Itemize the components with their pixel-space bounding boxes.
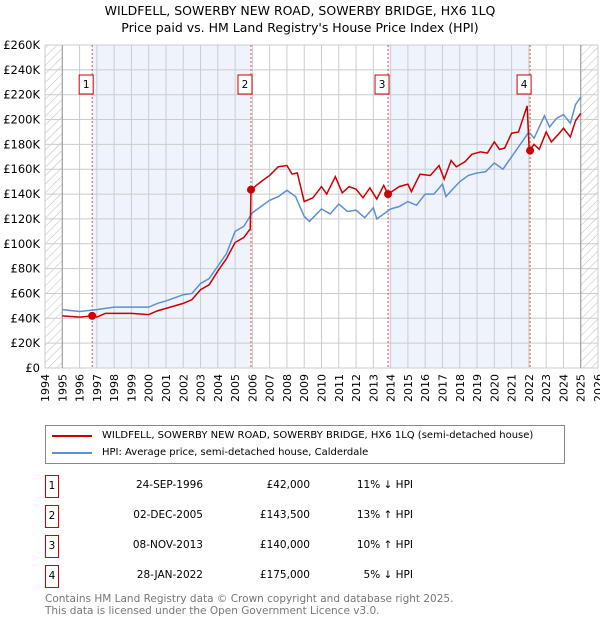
x-tick-label: 2022 — [523, 374, 536, 402]
price-chart: £0 £20K £40K £60K £80K £100K £120K £140K £160K £1… — [3, 38, 600, 402]
sale-date: 24-SEP-1996 — [135, 479, 203, 491]
y-tick-label: £100K — [3, 237, 40, 251]
hatched-region — [45, 45, 63, 368]
sale-point — [246, 185, 255, 194]
sale-price: £42,000 — [266, 479, 310, 491]
x-tick-label: 2016 — [419, 374, 432, 402]
sale-number: 1 — [45, 475, 59, 498]
x-tick-label: 2001 — [160, 374, 173, 402]
series-line-property — [62, 105, 582, 318]
sale-number: 2 — [45, 505, 59, 528]
sale-label-box — [516, 74, 532, 95]
x-tick-label: 2024 — [557, 374, 570, 402]
legend-item-hpi: HPI: Average price, semi-detached house,… — [46, 444, 368, 461]
sale-date: 08-NOV-2013 — [132, 539, 203, 551]
footer-line: Contains HM Land Registry data © Crown c… — [45, 593, 454, 605]
x-tick-label: 2023 — [540, 374, 553, 402]
x-tick-label: 2008 — [281, 374, 294, 402]
hatched-region — [580, 45, 598, 368]
x-tick-label: 1998 — [108, 374, 121, 402]
legend: WILDFELL, SOWERBY NEW ROAD, SOWERBY BRID… — [45, 425, 565, 464]
footer: Contains HM Land Registry data © Crown c… — [45, 593, 453, 617]
y-tick-label: £200K — [3, 113, 40, 127]
y-tick-label: £60K — [11, 286, 41, 300]
x-tick-label: 2018 — [454, 374, 467, 402]
sale-point — [384, 190, 393, 199]
y-tick-label: £160K — [3, 162, 40, 176]
sale-hpi-diff: 11% ↓ HPI — [356, 479, 413, 491]
x-tick-label: 2012 — [350, 374, 363, 402]
sale-point — [526, 146, 535, 155]
sale-price: £175,000 — [259, 569, 310, 581]
chart-title: WILDFELL, SOWERBY NEW ROAD, SOWERBY BRID… — [104, 3, 496, 18]
sale-label-box — [374, 74, 390, 95]
y-tick-label: £80K — [11, 262, 41, 276]
x-tick-label: 2000 — [143, 374, 156, 402]
sale-date: 28-JAN-2022 — [136, 569, 203, 581]
sale-number: 4 — [45, 565, 59, 588]
x-tick-label: 2015 — [402, 374, 415, 402]
y-tick-label: £220K — [3, 88, 40, 102]
x-tick-label: 2017 — [436, 374, 449, 402]
sale-label: 1 — [83, 79, 90, 91]
x-tick-label: 1996 — [74, 374, 87, 402]
sale-label-box — [237, 74, 253, 95]
x-tick-label: 1997 — [91, 374, 104, 402]
sale-label-box — [78, 74, 94, 95]
y-tick-label: £260K — [3, 38, 40, 52]
x-tick-label: 1999 — [125, 374, 138, 402]
shaded-band — [388, 45, 531, 368]
x-tick-label: 2011 — [333, 374, 346, 402]
sale-label: 4 — [521, 79, 528, 91]
legend-swatch — [52, 434, 92, 437]
y-tick-label: £20K — [11, 336, 41, 350]
sale-price: £143,500 — [259, 509, 310, 521]
sale-label: 3 — [379, 79, 386, 91]
x-tick-label: 2003 — [195, 374, 208, 402]
x-tick-label: 2006 — [246, 374, 259, 402]
sale-date: 02-DEC-2005 — [133, 509, 203, 521]
sale-hpi-diff: 13% ↑ HPI — [356, 509, 413, 521]
sale-label: 2 — [242, 79, 249, 91]
x-tick-label: 1994 — [39, 374, 52, 402]
legend-label: HPI: Average price, semi-detached house,… — [102, 447, 369, 458]
y-tick-label: £180K — [3, 137, 40, 151]
x-tick-label: 2019 — [471, 374, 484, 402]
y-tick-label: £240K — [3, 63, 40, 77]
y-tick-label: £140K — [3, 187, 40, 201]
footer-line: This data is licensed under the Open Gov… — [45, 605, 380, 617]
y-tick-label: £120K — [3, 212, 40, 226]
legend-swatch — [52, 451, 92, 454]
sale-hpi-diff: 5% ↓ HPI — [363, 569, 413, 581]
legend-item-property: WILDFELL, SOWERBY NEW ROAD, SOWERBY BRID… — [46, 427, 533, 444]
y-tick-label: £0 — [25, 361, 40, 375]
x-tick-label: 1995 — [56, 374, 69, 402]
series-line-hpi — [62, 96, 582, 313]
x-tick-label: 2026 — [592, 374, 600, 402]
x-tick-label: 2014 — [385, 374, 398, 402]
x-tick-label: 2009 — [298, 374, 311, 402]
x-tick-label: 2007 — [264, 374, 277, 402]
x-tick-label: 2005 — [229, 374, 242, 402]
sale-number: 3 — [45, 535, 59, 558]
x-tick-label: 2021 — [506, 374, 519, 402]
x-tick-label: 2025 — [575, 374, 588, 402]
sale-hpi-diff: 10% ↑ HPI — [356, 539, 413, 551]
sale-point — [88, 311, 97, 320]
y-tick-label: £40K — [11, 311, 41, 325]
shaded-band — [92, 45, 251, 368]
x-tick-label: 2002 — [177, 374, 190, 402]
x-tick-label: 2004 — [212, 374, 225, 402]
chart-subtitle: Price paid vs. HM Land Registry's House … — [121, 20, 479, 35]
x-tick-label: 2010 — [316, 374, 329, 402]
legend-label: WILDFELL, SOWERBY NEW ROAD, SOWERBY BRID… — [102, 430, 534, 441]
x-tick-label: 2013 — [367, 374, 380, 402]
x-tick-label: 2020 — [488, 374, 501, 402]
sale-price: £140,000 — [259, 539, 310, 551]
